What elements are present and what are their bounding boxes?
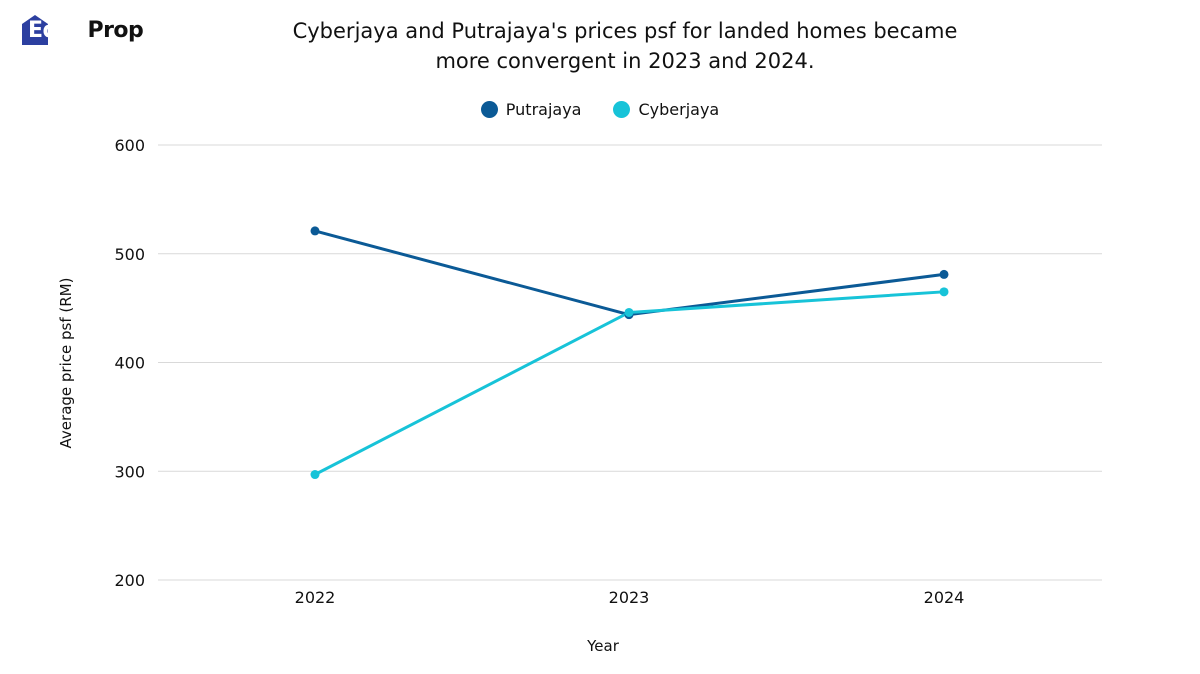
- series-line-putrajaya: [314, 229, 945, 317]
- x-tick-label-2023: 2023: [609, 588, 650, 607]
- legend-marker-putrajaya: [480, 101, 498, 118]
- data-point-putrajaya-2022: [310, 226, 320, 236]
- chart-title: Cyberjaya and Putrajaya's prices psf for…: [200, 16, 1050, 76]
- legend-label-cyberjaya: Cyberjaya: [638, 100, 720, 119]
- y-tick-label-300: 300: [114, 462, 145, 481]
- x-tick-label-2024: 2024: [924, 588, 965, 607]
- chart-title-line-2: more convergent in 2023 and 2024.: [435, 49, 815, 73]
- chart-title-line-1: Cyberjaya and Putrajaya's prices psf for…: [292, 19, 958, 43]
- y-tick-label-400: 400: [114, 354, 145, 373]
- logo-edge-text: Edge: [28, 17, 88, 43]
- data-point-putrajaya-2024: [939, 269, 949, 279]
- data-point-cyberjaya-2022: [310, 470, 320, 480]
- legend-item-putrajaya: Putrajaya: [480, 100, 582, 119]
- edgeprop-logo: EdgeProp: [20, 14, 144, 46]
- x-tick-label-2022: 2022: [295, 588, 336, 607]
- y-axis-label: Average price psf (RM): [57, 278, 75, 449]
- legend-item-cyberjaya: Cyberjaya: [613, 100, 719, 119]
- y-tick-label-600: 600: [114, 136, 145, 155]
- data-point-cyberjaya-2024: [939, 287, 949, 297]
- y-tick-label-200: 200: [114, 571, 145, 590]
- chart-legend: Putrajaya Cyberjaya: [0, 100, 1200, 119]
- data-point-cyberjaya-2023: [624, 307, 634, 317]
- house-logo-icon: [22, 15, 48, 45]
- legend-label-putrajaya: Putrajaya: [505, 100, 582, 119]
- series-line-cyberjaya: [314, 290, 945, 476]
- x-axis-label: Year: [586, 637, 620, 655]
- logo-prop-text: Prop: [87, 17, 144, 43]
- y-tick-label-500: 500: [114, 245, 145, 264]
- legend-marker-cyberjaya: [613, 101, 631, 118]
